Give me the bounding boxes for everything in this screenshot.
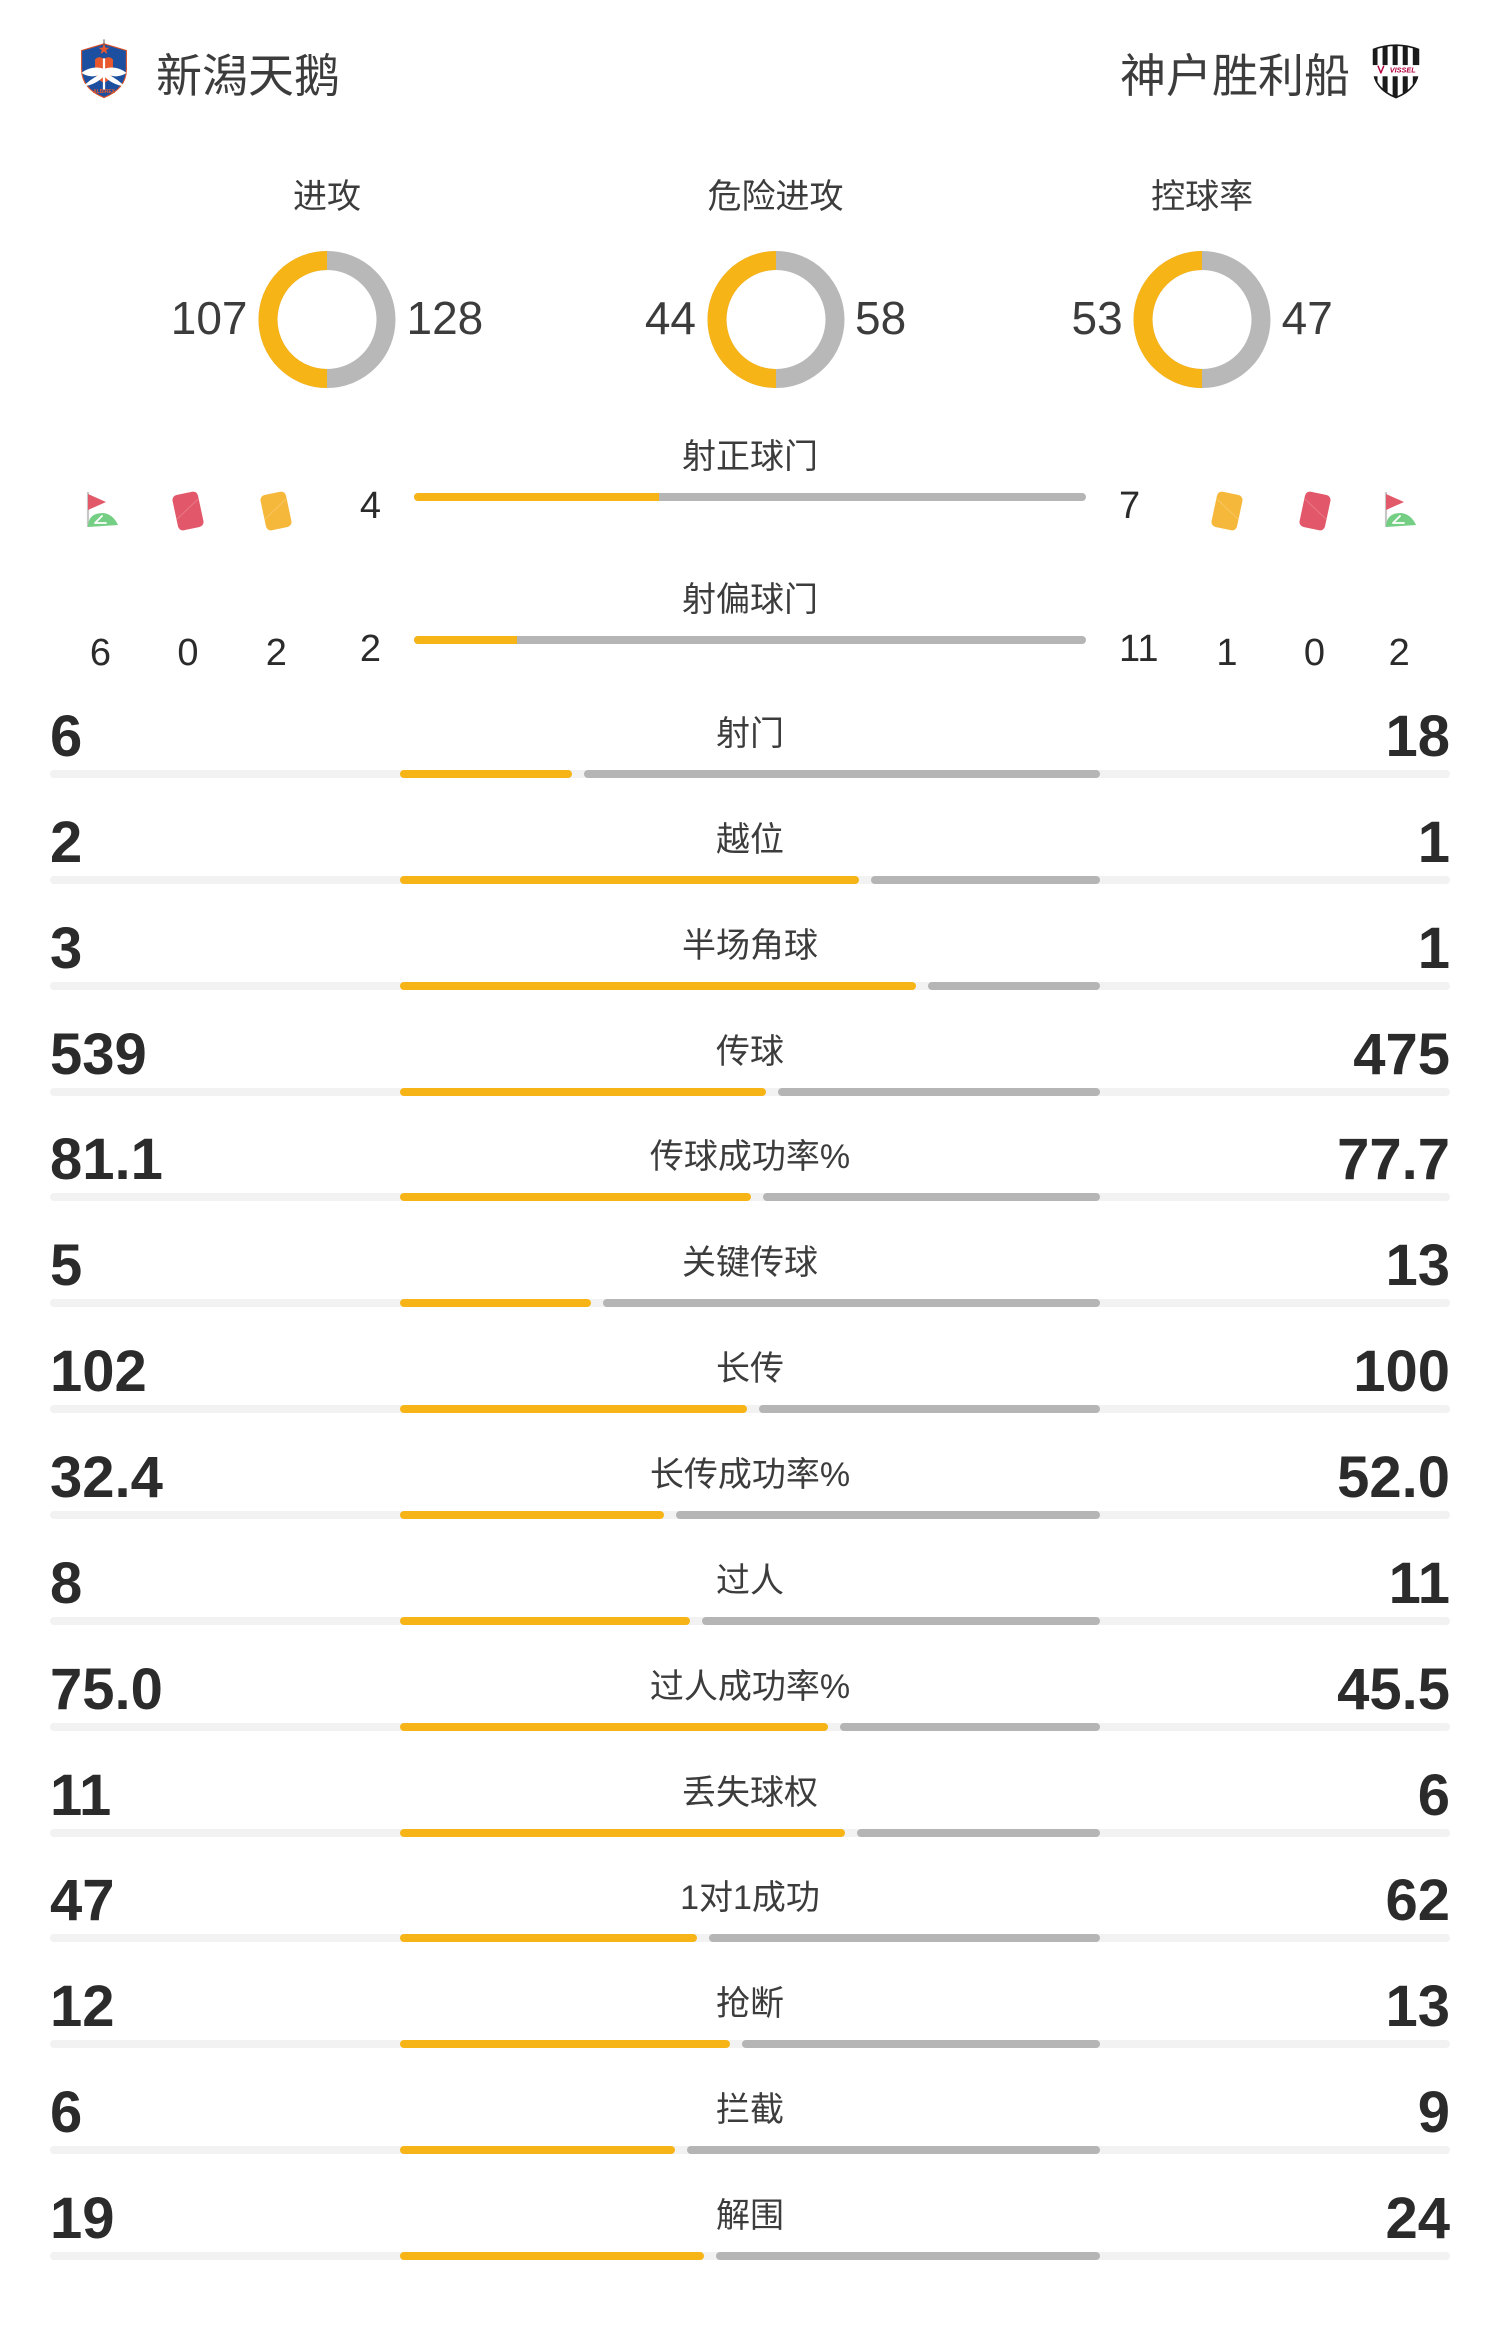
svg-text:VISSEL: VISSEL	[1390, 65, 1416, 74]
svg-text:ALBIREX: ALBIREX	[93, 89, 116, 95]
